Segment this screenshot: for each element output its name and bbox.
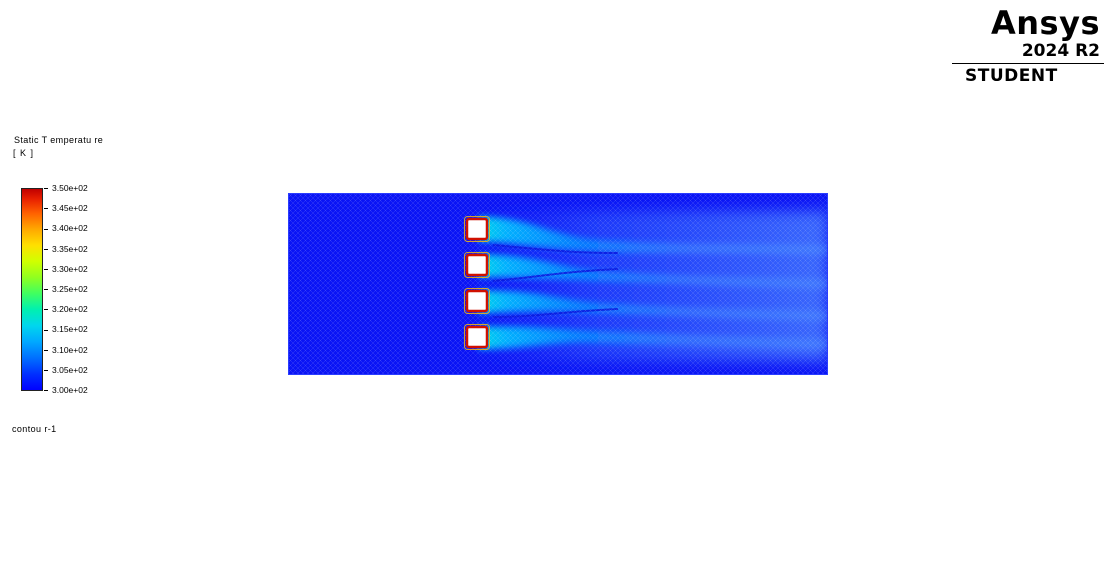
obstacle-4 [465, 325, 489, 349]
colorbar-tick-labels: 3.50e+02 3.45e+02 3.40e+02 3.35e+02 3.30… [44, 183, 114, 398]
ansys-logo: Ansys 2024 R2 STUDENT [948, 4, 1108, 88]
colorbar-tick: 3.10e+02 [44, 345, 88, 355]
colorbar-tick: 3.40e+02 [44, 223, 88, 233]
colorbar-tick: 3.15e+02 [44, 324, 88, 334]
obstacle-halos [464, 216, 490, 350]
obstacles [465, 217, 489, 349]
colorbar-tick: 3.00e+02 [44, 385, 88, 395]
obstacle-1 [465, 217, 489, 241]
colorbar-tick: 3.45e+02 [44, 203, 88, 213]
colorbar-tick: 3.20e+02 [44, 304, 88, 314]
logo-version: 2024 R2 [1021, 41, 1100, 61]
colorbar-tick: 3.50e+02 [44, 183, 88, 193]
logo-edition: STUDENT [965, 66, 1058, 86]
colorbar [21, 188, 43, 391]
domain-border [288, 193, 828, 375]
colorbar-tick: 3.25e+02 [44, 284, 88, 294]
legend-title: Static T emperatu re [14, 135, 104, 145]
obstacle-3 [465, 289, 489, 313]
colorbar-tick: 3.05e+02 [44, 365, 88, 375]
obstacle-2 [465, 253, 489, 277]
contour-domain[interactable] [288, 193, 828, 375]
colorbar-tick: 3.35e+02 [44, 244, 88, 254]
contour-name: contou r-1 [12, 424, 57, 434]
logo-divider [952, 63, 1104, 64]
mesh-overlay [288, 193, 828, 375]
logo-brand: Ansys [991, 4, 1100, 42]
colorbar-tick: 3.30e+02 [44, 264, 88, 274]
legend-unit: [ K ] [13, 148, 35, 158]
